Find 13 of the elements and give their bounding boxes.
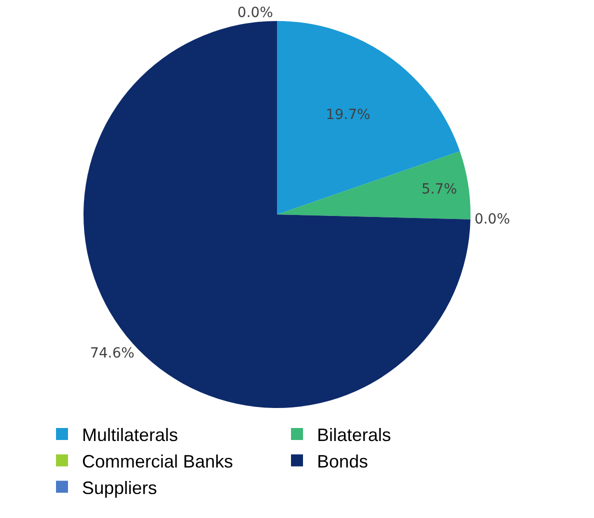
pie-slice <box>277 151 470 220</box>
pie-slice <box>277 21 460 214</box>
data-label: 5.7% <box>422 181 458 198</box>
text: 0.0% <box>474 211 510 228</box>
data-label: 19.7% <box>326 106 370 123</box>
legend-label: Suppliers <box>82 478 158 498</box>
data-label: 74.6% <box>90 345 134 362</box>
legend-label: Bonds <box>317 451 368 472</box>
legend-label: Commercial Banks <box>82 451 234 472</box>
pie-slice <box>84 21 470 408</box>
legend-label: Bilaterals <box>317 424 392 445</box>
text: 0.0% <box>237 5 273 21</box>
legend-label: Multilaterals <box>82 424 178 445</box>
